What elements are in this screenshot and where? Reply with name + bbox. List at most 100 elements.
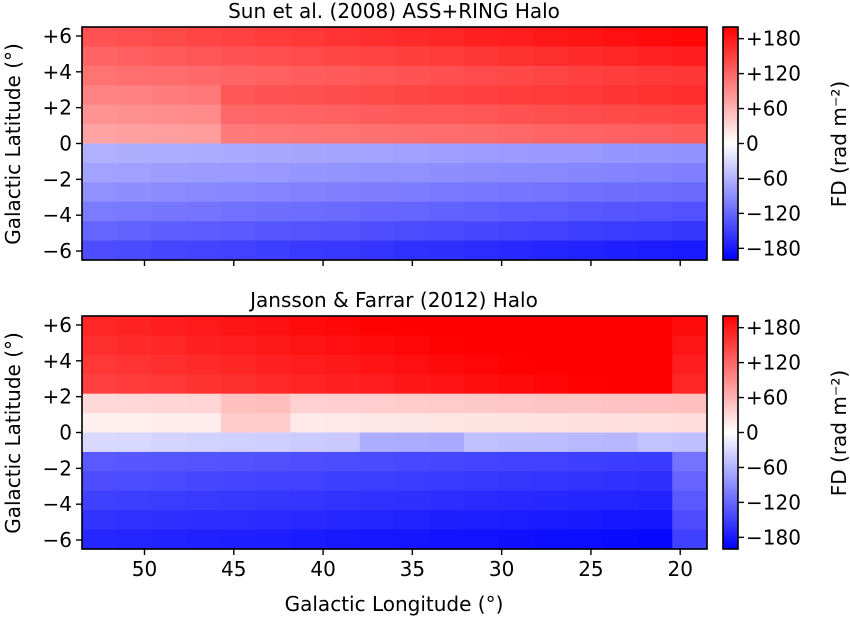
heatmap-cell — [429, 221, 465, 242]
heatmap-cell — [602, 240, 639, 261]
y-tick-label: 0 — [59, 132, 72, 156]
heatmap-cell — [637, 354, 673, 375]
colorbar-tick-label: −180 — [746, 525, 801, 549]
heatmap-cell — [290, 240, 326, 261]
heatmap-cell — [463, 490, 500, 511]
heatmap-cell — [672, 354, 708, 375]
heatmap-cell — [498, 143, 534, 164]
heatmap-cell — [533, 124, 569, 145]
heatmap-cell — [463, 393, 500, 414]
heatmap-cell — [220, 471, 257, 492]
heatmap-cell — [568, 354, 604, 375]
heatmap-cell — [637, 471, 673, 492]
heatmap-cell — [672, 529, 708, 550]
heatmap-cell — [186, 221, 222, 242]
heatmap-cell — [290, 451, 326, 472]
y-tick-label: +4 — [43, 349, 72, 373]
colorbar-label: FD (rad m⁻²) — [827, 81, 850, 207]
heatmap-cell — [533, 162, 569, 183]
heatmap-cell — [568, 162, 604, 183]
heatmap-cell — [325, 316, 361, 337]
heatmap-cell — [672, 143, 708, 164]
heatmap-cell — [637, 451, 673, 472]
heatmap-cell — [672, 182, 708, 203]
heatmap-cell — [255, 490, 291, 511]
heatmap-cell — [429, 335, 465, 356]
heatmap-cell — [672, 432, 708, 453]
heatmap-cell — [533, 374, 569, 395]
y-tick-label: +2 — [43, 96, 72, 120]
heatmap-cell — [151, 221, 187, 242]
heatmap-cell — [186, 240, 222, 261]
heatmap-cell — [533, 335, 569, 356]
y-tick-label: +4 — [43, 60, 72, 84]
heatmap-cell — [568, 529, 604, 550]
x-axis-label: Galactic Longitude (°) — [285, 592, 504, 616]
heatmap-cell — [498, 27, 534, 48]
panel-jansson-farrar-2012: Jansson & Farrar (2012) Halo 50 45 40 35 30 2… — [1, 288, 850, 616]
heatmap-cell — [151, 354, 187, 375]
heatmap-cell — [290, 124, 326, 145]
heatmap-cell — [82, 316, 118, 337]
heatmap-cell — [220, 316, 257, 337]
heatmap-cell — [325, 451, 361, 472]
heatmap-cell — [463, 221, 500, 242]
heatmap-cell — [429, 510, 465, 531]
heatmap-cell — [568, 65, 604, 86]
heatmap-cell — [220, 374, 257, 395]
heatmap-cell — [255, 374, 291, 395]
heatmap-cell — [359, 451, 396, 472]
heatmap-cell — [602, 471, 639, 492]
heatmap-cell — [429, 529, 465, 550]
heatmap-cell — [186, 104, 222, 125]
heatmap-cell — [186, 182, 222, 203]
heatmap-cell — [498, 104, 534, 125]
heatmap-cell — [220, 221, 257, 242]
heatmap-cell — [498, 124, 534, 145]
heatmap-cell — [637, 510, 673, 531]
heatmap-cell — [429, 65, 465, 86]
heatmap-cell — [672, 46, 708, 67]
heatmap-cell — [637, 413, 673, 434]
heatmap-cell — [463, 529, 500, 550]
heatmap-cell — [220, 65, 257, 86]
heatmap-cell — [394, 451, 430, 472]
heatmap-cells — [82, 27, 708, 261]
heatmap-cell — [463, 240, 500, 261]
heatmap-cell — [394, 124, 430, 145]
heatmap-cell — [429, 85, 465, 106]
heatmap-cell — [463, 201, 500, 222]
heatmap-cell — [325, 124, 361, 145]
heatmap-cell — [186, 335, 222, 356]
heatmap-cell — [429, 27, 465, 48]
panel-title: Jansson & Farrar (2012) Halo — [248, 288, 538, 312]
heatmap-cell — [463, 27, 500, 48]
heatmap-cell — [82, 162, 118, 183]
heatmap-cell — [533, 27, 569, 48]
heatmap-cell — [429, 143, 465, 164]
heatmap-cell — [498, 182, 534, 203]
heatmap-cell — [255, 201, 291, 222]
heatmap-cell — [394, 510, 430, 531]
heatmap-cell — [82, 354, 118, 375]
heatmap-cell — [82, 182, 118, 203]
heatmap-cell — [255, 413, 291, 434]
heatmap-cell — [151, 162, 187, 183]
heatmap-cell — [325, 104, 361, 125]
heatmap-cell — [463, 471, 500, 492]
heatmap-cell — [394, 104, 430, 125]
heatmap-cell — [255, 510, 291, 531]
heatmap-cell — [290, 432, 326, 453]
heatmap-cell — [116, 413, 153, 434]
heatmap-cell — [116, 240, 153, 261]
heatmap-cell — [672, 85, 708, 106]
heatmap-cell — [116, 143, 153, 164]
y-tick-label: −6 — [43, 239, 72, 263]
heatmap-cell — [533, 65, 569, 86]
x-tick-label: 40 — [310, 557, 335, 581]
y-tick-label: −4 — [43, 203, 72, 227]
heatmap-cell — [186, 85, 222, 106]
heatmap-cell — [359, 182, 396, 203]
heatmap-cell — [82, 451, 118, 472]
